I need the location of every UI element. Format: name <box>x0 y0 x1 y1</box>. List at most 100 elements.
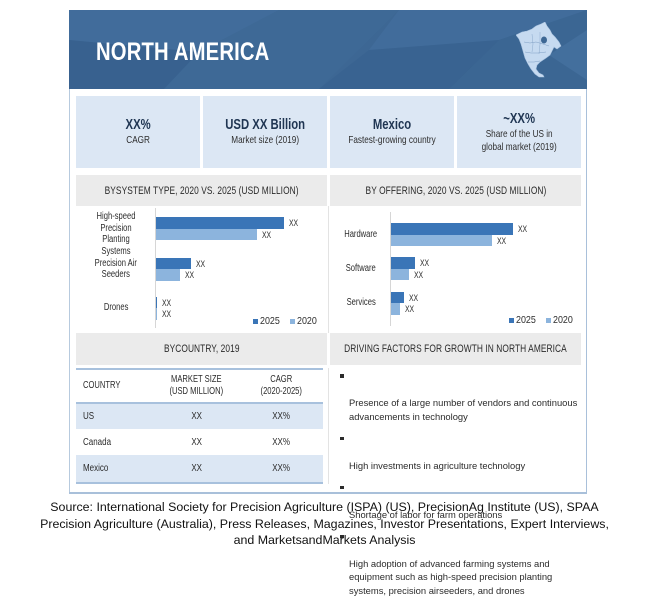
list-item: Presence of a large number of vendors an… <box>337 369 582 423</box>
list-item: High investments in agriculture technolo… <box>337 432 582 473</box>
y-axis-line <box>155 208 156 328</box>
bar-2020 <box>156 228 258 240</box>
bar-2020 <box>391 268 410 280</box>
kpi-market-size: USD XX Billion Market size (2019) <box>203 96 327 168</box>
bar-2020 <box>156 269 181 281</box>
bar-2025 <box>391 223 513 235</box>
section-title: DRIVING FACTORS FOR GROWTH IN NORTH AMER… <box>344 343 567 355</box>
cell-market-size: XX <box>191 411 202 422</box>
data-label: XX <box>185 270 195 280</box>
bar-2020 <box>156 308 157 320</box>
legend-label-2020: 2020 <box>297 315 318 327</box>
data-label: XX <box>262 229 272 240</box>
category-label: Precision Air Seeders <box>94 257 138 281</box>
card-border-left <box>69 89 70 493</box>
table-row: Mexico XX XX% <box>76 455 323 483</box>
table-row: Canada XX XX% <box>76 429 323 455</box>
source-line: Precision Agriculture (Australia), Press… <box>40 516 609 531</box>
data-label: XX <box>497 235 507 246</box>
bullet-icon <box>340 534 344 538</box>
kpi-value: ~XX% <box>503 110 535 127</box>
data-label: XX <box>195 258 205 269</box>
country-table: COUNTRY MARKET SIZE (USD MILLION) CAGR (… <box>76 368 323 484</box>
panel-divider <box>328 206 329 333</box>
cell-market-size: XX <box>191 463 202 474</box>
kpi-value: USD XX Billion <box>225 117 305 133</box>
factor-text: Shortage of labor for farm operations <box>349 508 503 520</box>
column-header-country: COUNTRY <box>83 380 121 391</box>
region-header-banner: NORTH AMERICA <box>69 10 587 89</box>
source-line: and MarketsandMarkets Analysis <box>233 533 416 547</box>
cell-market-size: XX <box>191 436 202 448</box>
data-label: XX <box>289 218 299 228</box>
factor-text: High adoption of advanced farming system… <box>349 557 553 596</box>
factor-text: Presence of a large number of vendors an… <box>349 397 578 422</box>
kpi-cagr: XX% CAGR <box>76 96 200 168</box>
category-label: Software <box>346 262 376 274</box>
cell-country: Canada <box>83 436 112 448</box>
card-border-right <box>586 89 587 493</box>
data-label: XX <box>162 297 172 308</box>
cell-country: Mexico <box>83 463 109 474</box>
legend-swatch-2025 <box>509 317 514 323</box>
column-header-market-size: MARKET SIZE (USD MILLION) <box>169 374 224 397</box>
data-label: XX <box>518 224 528 234</box>
bullet-icon <box>340 485 344 489</box>
data-label: XX <box>414 269 424 280</box>
section-header-driving-factors: DRIVING FACTORS FOR GROWTH IN NORTH AMER… <box>330 333 581 365</box>
section-title: BYSYSTEM TYPE, 2020 VS. 2025 (USD MILLIO… <box>104 184 299 197</box>
category-label: Drones <box>103 302 129 314</box>
section-title: BYCOUNTRY, 2019 <box>163 343 240 355</box>
kpi-value: Mexico <box>372 117 412 133</box>
chart-legend-offering: 2025 2020 <box>509 314 581 326</box>
cell-country: US <box>83 411 95 422</box>
legend-swatch-2020 <box>546 317 552 323</box>
card-border-bottom <box>69 492 587 494</box>
y-axis-line <box>390 212 391 326</box>
bar-2020 <box>391 234 493 246</box>
legend-label-2025: 2025 <box>260 315 280 327</box>
region-title: NORTH AMERICA <box>96 38 270 66</box>
cell-cagr: XX% <box>272 411 290 422</box>
banner-facets <box>69 10 587 89</box>
bar-2025 <box>156 257 191 269</box>
section-header-country: BYCOUNTRY, 2019 <box>76 333 327 365</box>
cell-cagr: XX% <box>272 436 290 448</box>
source-line: Source: International Society for Precis… <box>50 500 599 514</box>
kpi-us-share: ~XX% Share of the US in global market (2… <box>457 96 581 168</box>
list-item: Shortage of labor for farm operations <box>337 481 582 522</box>
panel-divider <box>328 368 329 484</box>
bar-2025 <box>391 291 405 303</box>
kpi-label: Share of the US in global market (2019) <box>481 127 557 153</box>
kpi-fastest-growing: Mexico Fastest-growing country <box>330 96 454 168</box>
bar-2025 <box>156 217 284 229</box>
table-header-row: COUNTRY MARKET SIZE (USD MILLION) CAGR (… <box>76 369 323 403</box>
legend-swatch-2025 <box>253 318 258 324</box>
section-header-system-type: BYSYSTEM TYPE, 2020 VS. 2025 (USD MILLIO… <box>76 175 327 206</box>
data-label: XX <box>420 258 430 268</box>
data-label: XX <box>409 292 419 303</box>
kpi-label: Fastest-growing country <box>348 134 436 146</box>
legend-label-2025: 2025 <box>516 314 536 326</box>
driving-factors-list: Presence of a large number of vendors an… <box>337 369 582 606</box>
bar-2025 <box>156 296 158 308</box>
category-label: Services <box>346 297 376 309</box>
category-label: Hardware <box>344 228 378 240</box>
north-america-map-icon <box>516 22 562 78</box>
chart-legend-system-type: 2025 2020 <box>253 315 325 327</box>
source-note: Source: International Society for Precis… <box>0 499 649 549</box>
table-row: US XX XX% <box>76 403 323 429</box>
bar-2025 <box>391 257 416 269</box>
factor-text: High investments in agriculture technolo… <box>349 459 526 471</box>
bullet-icon <box>340 436 344 440</box>
bullet-icon <box>340 374 344 378</box>
data-label: XX <box>162 309 172 319</box>
kpi-label: CAGR <box>126 134 150 146</box>
category-label: High-speed Precision Planting Systems <box>96 211 136 257</box>
legend-label-2020: 2020 <box>553 314 574 326</box>
column-header-cagr: CAGR (2020-2025) <box>260 374 302 397</box>
legend-swatch-2020 <box>290 318 296 324</box>
kpi-label: Market size (2019) <box>231 134 299 146</box>
kpi-value: XX% <box>125 117 151 133</box>
section-header-offering: BY OFFERING, 2020 VS. 2025 (USD MILLION) <box>330 175 581 206</box>
